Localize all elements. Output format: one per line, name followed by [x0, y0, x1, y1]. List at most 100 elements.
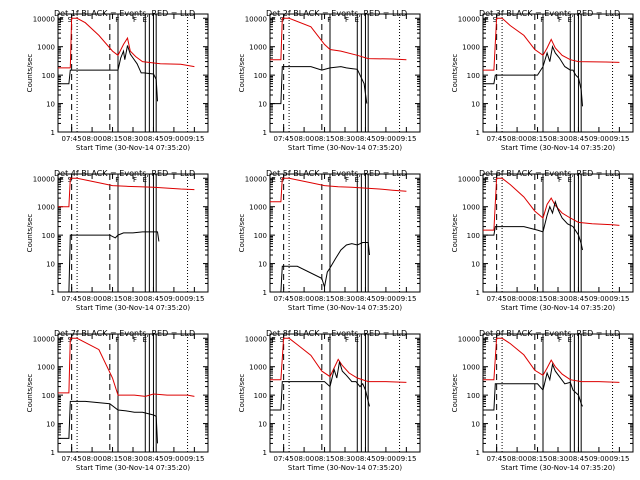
y-tick-label: 1	[476, 449, 480, 457]
event-lines	[283, 334, 401, 452]
marker-label: F	[540, 336, 544, 344]
y-tick-label: 1	[476, 289, 480, 297]
marker-label: F	[327, 176, 331, 184]
x-axis-label: Start Time (30-Nov-14 07:35:20)	[501, 464, 615, 472]
x-tick-label: 08:30	[335, 295, 355, 303]
x-axis-label: Start Time (30-Nov-14 07:35:20)	[501, 304, 615, 312]
marker-label: E	[59, 176, 63, 184]
y-tick-label: 10	[46, 421, 55, 429]
x-tick-label: 08:45	[143, 455, 163, 463]
x-axis-label: Start Time (30-Nov-14 07:35:20)	[288, 464, 402, 472]
x-axis-label: Start Time (30-Nov-14 07:35:20)	[288, 144, 402, 152]
x-tick-label: 07:45	[62, 455, 82, 463]
x-tick-label: 08:45	[143, 135, 163, 143]
y-tick-label: 10	[471, 261, 480, 269]
marker-label: E	[143, 336, 147, 344]
x-tick-label: 08:15	[314, 295, 334, 303]
y-axis-label: Counts/sec	[238, 374, 246, 413]
marker-label: S	[493, 176, 498, 184]
marker-label: F	[345, 16, 349, 24]
y-tick-label: 10000	[458, 15, 480, 23]
events-series-line	[483, 199, 583, 251]
chart-panel: Det 5f BLACK = Events, RED = LLD11010010…	[238, 169, 421, 312]
x-tick-label: 08:00	[294, 455, 314, 463]
x-tick-label: 09:00	[376, 455, 396, 463]
event-lines	[496, 334, 614, 452]
lld-series-line	[58, 17, 195, 69]
x-tick-label: 08:45	[355, 455, 375, 463]
chart-panel: Det 2f BLACK = Events, RED = LLD11010010…	[238, 9, 421, 152]
x-tick-label: 07:45	[487, 455, 507, 463]
x-tick-label: 08:45	[355, 135, 375, 143]
x-tick-label: 08:30	[335, 455, 355, 463]
x-tick-label: 09:00	[164, 135, 184, 143]
events-series-line	[483, 45, 583, 107]
x-tick-label: 08:15	[102, 295, 122, 303]
chart-panel: Det 3f BLACK = Events, RED = LLD11010010…	[451, 9, 634, 152]
marker-label: E	[355, 176, 359, 184]
y-tick-label: 1000	[37, 204, 55, 212]
series-group	[58, 177, 195, 292]
series-group	[483, 177, 620, 251]
x-tick-label: 07:45	[62, 295, 82, 303]
y-tick-label: 1	[51, 449, 55, 457]
lld-series-line	[483, 17, 620, 71]
marker-label: E	[355, 336, 359, 344]
lld-series-line	[270, 17, 407, 61]
x-tick-label: 08:00	[294, 135, 314, 143]
x-tick-label: 09:15	[609, 295, 629, 303]
x-tick-label: 08:15	[102, 455, 122, 463]
y-tick-label: 1000	[37, 44, 55, 52]
y-tick-label: 1000	[249, 204, 267, 212]
marker-label: E	[484, 336, 488, 344]
y-axis-label: Counts/sec	[451, 374, 459, 413]
y-tick-label: 10	[46, 261, 55, 269]
marker-label: E	[271, 16, 275, 24]
marker-label: S	[280, 336, 285, 344]
y-tick-label: 1	[263, 449, 267, 457]
x-tick-label: 08:30	[123, 135, 143, 143]
y-tick-label: 10	[471, 101, 480, 109]
y-axis-label: Counts/sec	[26, 54, 34, 93]
marker-label: F	[540, 16, 544, 24]
marker-label: E	[484, 16, 488, 24]
x-tick-label: 09:00	[589, 135, 609, 143]
y-tick-label: 1000	[249, 44, 267, 52]
y-tick-label: 1000	[462, 44, 480, 52]
lld-series-line	[270, 177, 407, 203]
x-tick-label: 08:45	[568, 135, 588, 143]
y-tick-label: 10000	[458, 335, 480, 343]
y-axis-label: Counts/sec	[26, 374, 34, 413]
events-series-line	[270, 66, 368, 105]
series-group	[270, 177, 407, 292]
event-lines	[496, 174, 614, 292]
y-axis-label: Counts/sec	[238, 214, 246, 253]
y-tick-label: 1	[51, 129, 55, 137]
x-tick-label: 07:45	[487, 295, 507, 303]
marker-label: F	[558, 16, 562, 24]
marker-label: F	[115, 16, 119, 24]
y-axis-label: Counts/sec	[26, 214, 34, 253]
y-axis-label: Counts/sec	[451, 214, 459, 253]
marker-label: F	[345, 176, 349, 184]
x-tick-label: 09:15	[184, 455, 204, 463]
y-tick-label: 1	[263, 289, 267, 297]
y-tick-label: 100	[254, 392, 267, 400]
series-group	[58, 17, 195, 102]
x-tick-label: 09:15	[396, 135, 416, 143]
x-tick-label: 08:30	[548, 295, 568, 303]
y-tick-label: 10000	[245, 175, 267, 183]
y-tick-label: 10000	[458, 175, 480, 183]
plot-frame	[482, 13, 634, 133]
events-series-line	[483, 362, 583, 411]
x-tick-label: 08:00	[294, 295, 314, 303]
y-tick-label: 100	[42, 232, 55, 240]
marker-label: F	[115, 176, 119, 184]
series-group	[58, 337, 195, 444]
x-tick-label: 08:45	[143, 295, 163, 303]
marker-label: F	[115, 336, 119, 344]
plot-frame	[269, 333, 421, 453]
marker-label: E	[59, 16, 63, 24]
event-lines	[71, 14, 189, 132]
